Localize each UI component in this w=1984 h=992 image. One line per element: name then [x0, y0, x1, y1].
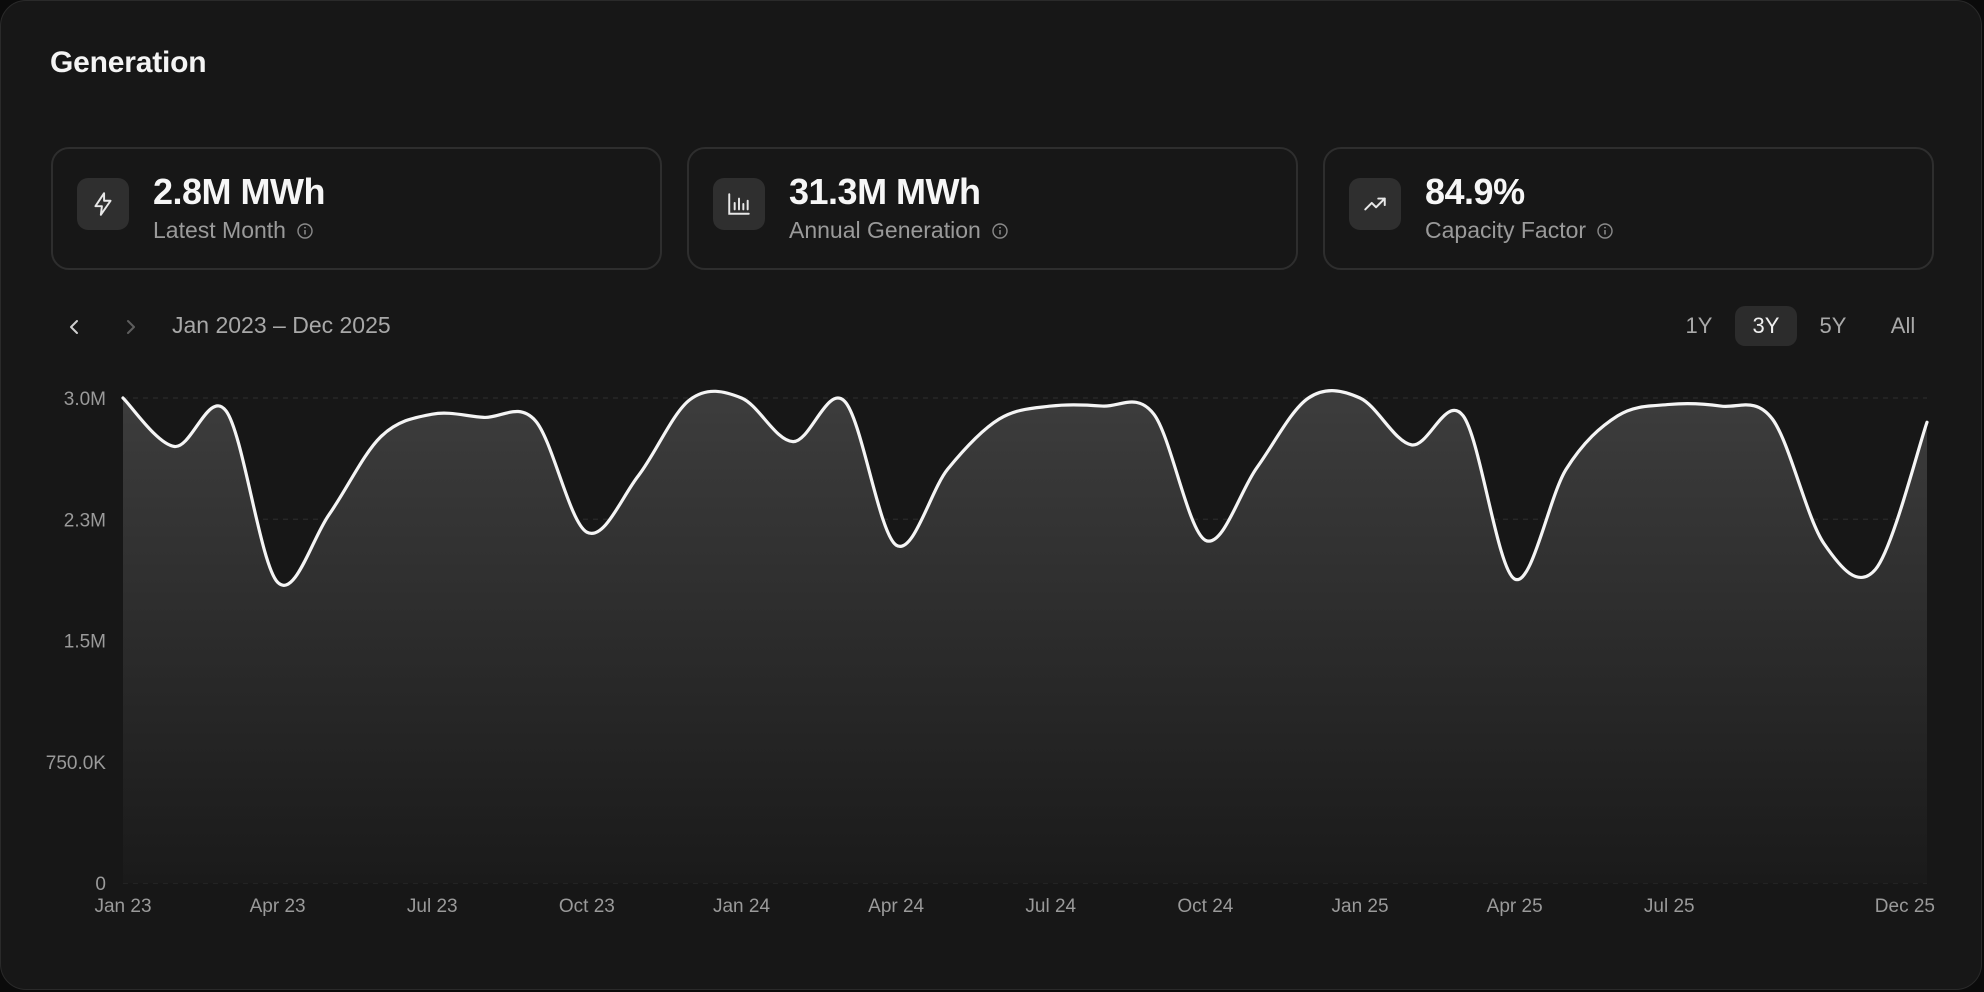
- x-tick-label: Oct 24: [1177, 896, 1233, 917]
- chevron-left-icon: [70, 320, 78, 334]
- chevron-right-icon: [127, 320, 135, 334]
- x-tick-label: Jan 25: [1332, 896, 1389, 917]
- x-tick-label: Jul 25: [1644, 896, 1695, 917]
- trending-up-icon: [1349, 178, 1401, 230]
- y-tick-label: 1.5M: [64, 632, 106, 653]
- y-tick-label: 3.0M: [64, 389, 106, 410]
- previous-range-button[interactable]: [59, 311, 91, 343]
- range-button-1y[interactable]: 1Y: [1685, 313, 1713, 338]
- info-icon[interactable]: [1596, 222, 1614, 240]
- area-layer: [121, 389, 1929, 883]
- stat-label: Capacity Factor: [1425, 217, 1587, 243]
- stat-label-row: Latest Month: [153, 217, 314, 244]
- date-range-label: Jan 2023 – Dec 2025: [172, 312, 391, 338]
- series-line: [121, 389, 1929, 587]
- stat-card-annual-generation: 31.3M MWh Annual Generation: [687, 147, 1298, 270]
- x-tick-label: Jan 24: [713, 896, 770, 917]
- stat-label: Latest Month: [153, 217, 286, 243]
- range-button-3y[interactable]: 3Y: [1735, 306, 1797, 346]
- range-button-5y[interactable]: 5Y: [1819, 313, 1847, 338]
- area-fill: [123, 390, 1927, 883]
- x-tick-label: Jul 23: [407, 896, 458, 917]
- stat-value: 84.9%: [1425, 171, 1525, 212]
- y-tick-label: 750.0K: [46, 753, 107, 774]
- x-tick-label: Oct 23: [559, 896, 615, 917]
- lightning-icon: [77, 178, 129, 230]
- panel-title: Generation: [50, 46, 207, 79]
- x-tick-label: Dec 25: [1875, 896, 1935, 917]
- bar-chart-icon: [713, 178, 765, 230]
- stat-label: Annual Generation: [789, 217, 981, 243]
- x-tick-label: Apr 23: [250, 896, 306, 917]
- stat-label-row: Annual Generation: [789, 217, 1009, 244]
- stat-card-capacity-factor: 84.9% Capacity Factor: [1323, 147, 1934, 270]
- generation-area-chart: 0 750.0K 1.5M 2.3M 3.0M Jan 23 Apr 23 Jul 23 Oc…: [46, 389, 1935, 917]
- y-axis-labels: 0 750.0K 1.5M 2.3M 3.0M: [46, 389, 107, 895]
- stat-value: 2.8M MWh: [153, 171, 326, 212]
- x-tick-label: Apr 25: [1487, 896, 1543, 917]
- info-icon[interactable]: [296, 222, 314, 240]
- x-tick-label: Jul 24: [1025, 896, 1076, 917]
- y-tick-label: 0: [95, 874, 106, 895]
- x-tick-label: Apr 24: [868, 896, 924, 917]
- x-axis-labels: Jan 23 Apr 23 Jul 23 Oct 23 Jan 24 Apr 24 Jul …: [94, 896, 1935, 917]
- range-button-all[interactable]: All: [1890, 313, 1916, 338]
- stat-card-latest-month: 2.8M MWh Latest Month: [51, 147, 662, 270]
- x-tick-label: Jan 23: [94, 896, 151, 917]
- stat-value: 31.3M MWh: [789, 171, 981, 212]
- next-range-button[interactable]: [114, 311, 146, 343]
- info-icon[interactable]: [991, 222, 1009, 240]
- stat-label-row: Capacity Factor: [1425, 217, 1614, 244]
- y-tick-label: 2.3M: [64, 510, 106, 531]
